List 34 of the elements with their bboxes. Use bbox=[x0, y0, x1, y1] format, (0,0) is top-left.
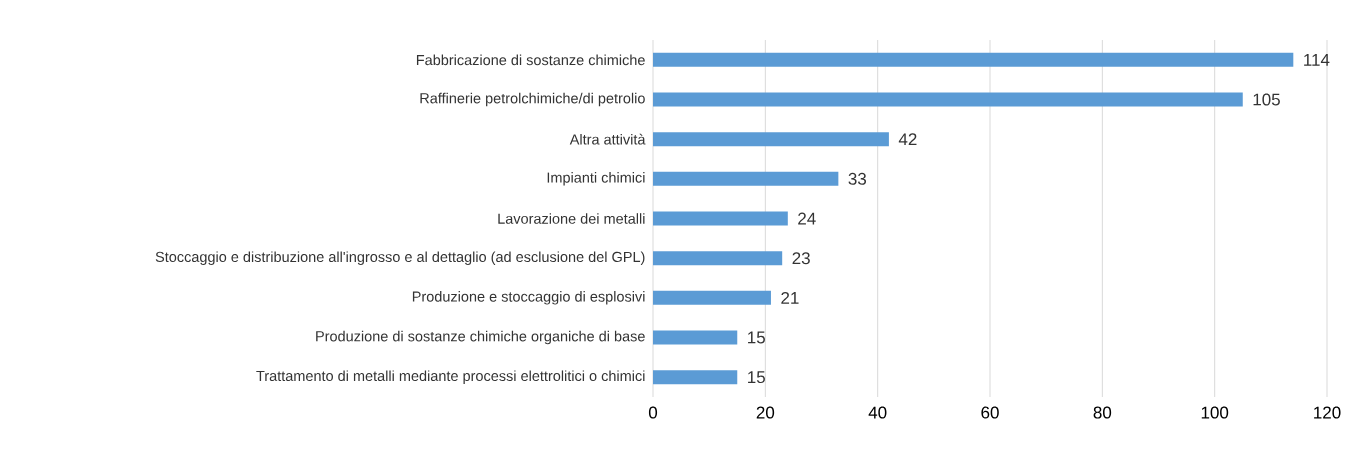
x-tick-label: 0 bbox=[648, 406, 658, 419]
data-label: 42 bbox=[898, 133, 917, 146]
data-label: 23 bbox=[792, 252, 810, 265]
data-label: 24 bbox=[798, 212, 816, 225]
y-tick-label: Lavorazione dei metalli bbox=[498, 213, 645, 224]
bar bbox=[653, 290, 771, 305]
x-tick-label: 60 bbox=[981, 406, 999, 419]
y-tick-label: Altra attività bbox=[569, 133, 646, 145]
y-tick-label: Raffinerie petrolchimiche/di petrolio bbox=[420, 92, 645, 107]
y-tick-label: Produzione di sostanze chimiche organiche di base bbox=[316, 330, 645, 345]
data-label: 15 bbox=[748, 331, 765, 344]
bar bbox=[653, 52, 1294, 67]
x-tick-label: 20 bbox=[756, 406, 775, 419]
data-label: 15 bbox=[748, 371, 765, 384]
x-tick-label: 40 bbox=[868, 406, 887, 419]
data-label: 21 bbox=[781, 291, 799, 304]
data-label: 105 bbox=[1253, 93, 1280, 106]
bar bbox=[653, 132, 889, 147]
y-tick-label: Produzione e stoccaggio di esplosivi bbox=[412, 291, 645, 305]
bar bbox=[653, 92, 1243, 107]
x-tick-label: 120 bbox=[1314, 406, 1341, 419]
bar bbox=[653, 251, 783, 266]
y-tick-label: Fabbricazione di sostanze chimiche bbox=[416, 54, 645, 66]
data-label: 114 bbox=[1304, 53, 1330, 66]
y-tick-label: Impianti chimici bbox=[547, 172, 645, 186]
y-tick-label: Stoccaggio e distribuzione all'ingrosso e al dettaglio (ad esclusione del GPL) bbox=[155, 251, 645, 265]
y-tick-label: Trattamento di metalli mediante processi elettrolitici o chimici bbox=[256, 370, 645, 384]
bar bbox=[653, 330, 738, 345]
x-tick-label: 100 bbox=[1201, 406, 1229, 419]
bar bbox=[653, 171, 839, 186]
bar bbox=[653, 370, 738, 385]
data-label: 33 bbox=[848, 172, 867, 185]
bar bbox=[653, 211, 788, 226]
x-tick-label: 80 bbox=[1093, 406, 1112, 419]
